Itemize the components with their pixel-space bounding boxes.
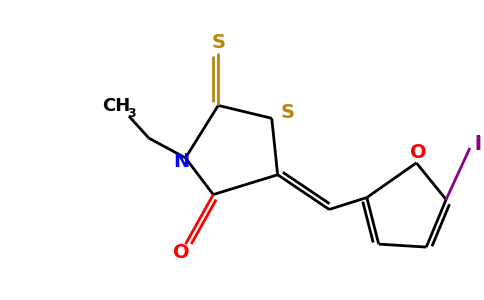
Text: S: S xyxy=(281,103,295,122)
Text: CH: CH xyxy=(102,98,130,116)
Text: 3: 3 xyxy=(127,107,136,120)
Text: O: O xyxy=(173,242,190,262)
Text: N: N xyxy=(173,152,190,171)
Text: I: I xyxy=(474,135,482,154)
Text: S: S xyxy=(211,34,225,52)
Text: i: i xyxy=(474,135,481,154)
Text: O: O xyxy=(410,143,427,163)
